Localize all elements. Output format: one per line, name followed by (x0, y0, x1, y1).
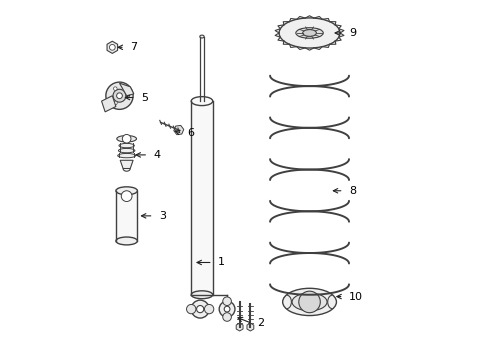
Circle shape (223, 297, 231, 306)
Circle shape (219, 301, 235, 317)
Circle shape (224, 306, 230, 312)
Ellipse shape (296, 28, 323, 38)
Ellipse shape (116, 187, 137, 195)
Circle shape (299, 291, 320, 313)
Ellipse shape (283, 288, 337, 316)
Ellipse shape (303, 30, 317, 36)
Circle shape (204, 305, 214, 314)
Text: 9: 9 (349, 28, 356, 38)
Ellipse shape (119, 148, 135, 153)
Ellipse shape (119, 143, 134, 148)
Ellipse shape (292, 293, 327, 311)
Circle shape (122, 191, 132, 202)
Circle shape (126, 94, 129, 98)
Text: 5: 5 (141, 93, 148, 103)
Ellipse shape (116, 237, 137, 245)
Ellipse shape (191, 291, 213, 299)
Polygon shape (120, 83, 134, 96)
Circle shape (114, 87, 117, 90)
Text: 8: 8 (349, 186, 356, 196)
Circle shape (117, 93, 122, 99)
Ellipse shape (191, 96, 213, 105)
Polygon shape (101, 96, 116, 112)
Circle shape (113, 89, 126, 102)
Ellipse shape (118, 153, 136, 158)
Circle shape (109, 44, 115, 50)
Bar (116, 191, 137, 241)
Text: 1: 1 (218, 257, 225, 267)
Text: 7: 7 (130, 42, 137, 52)
Text: 4: 4 (153, 150, 161, 160)
Circle shape (223, 313, 231, 321)
Circle shape (122, 134, 131, 143)
Text: 2: 2 (258, 319, 265, 328)
Circle shape (114, 101, 117, 105)
Circle shape (106, 82, 133, 109)
Ellipse shape (279, 18, 340, 48)
Text: 6: 6 (188, 129, 195, 138)
Ellipse shape (200, 35, 204, 38)
Bar (191, 101, 213, 295)
Circle shape (191, 300, 209, 318)
Circle shape (196, 306, 204, 313)
Ellipse shape (117, 135, 137, 142)
Text: 10: 10 (349, 292, 363, 302)
Circle shape (187, 305, 196, 314)
Text: 3: 3 (159, 211, 166, 221)
Polygon shape (120, 160, 133, 168)
